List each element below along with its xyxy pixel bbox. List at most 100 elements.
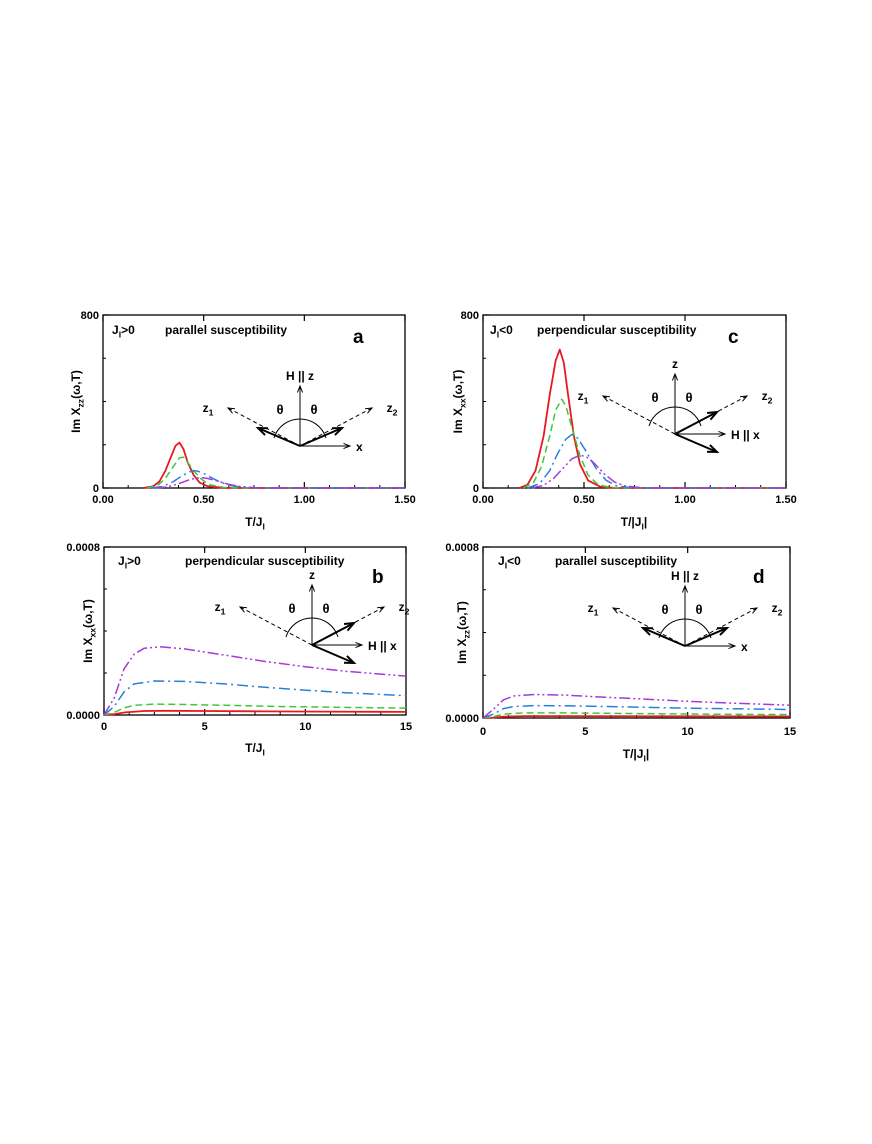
panel-a: 0.00 0.50 1.00 1.50 0 800 T/Jl Im Xzz(ω,T) Jl>0 p…: [69, 310, 416, 532]
spin-down-arrow-head: [343, 655, 357, 665]
diagram-c: z z1 z2 θ θ H || x: [578, 357, 773, 454]
z-axis-arrow: [681, 584, 689, 646]
spin-up-arrow-head: [343, 621, 357, 632]
diagram-z1-label: z1: [215, 600, 226, 617]
spin-right-arrow: [299, 426, 345, 447]
diagram-x-label: H || x: [368, 639, 397, 653]
series-line-1: [103, 709, 407, 716]
x-tick-label: 1.00: [294, 494, 315, 506]
y-axis-label: Im Xzz(ω,T): [455, 601, 472, 664]
series-line-3: [103, 680, 407, 716]
y-axis-label: Im Xzz(ω,T): [69, 370, 86, 433]
panel-title: parallel susceptibility: [555, 554, 677, 568]
z1-axis-arrow: [601, 395, 676, 435]
panel-title: perpendicular susceptibility: [185, 554, 345, 568]
plot-frame: [482, 546, 791, 719]
series-line-2: [147, 456, 405, 489]
theta-arc-right: [299, 418, 327, 439]
y-tick-label: 800: [461, 310, 479, 322]
spin-left-arrow-shaft: [257, 427, 301, 447]
z-axis-arrow-head: [681, 584, 689, 593]
spin-right-arrow-head: [716, 626, 730, 636]
z2-axis-arrow: [299, 407, 374, 447]
diagram-theta-left: θ: [276, 402, 283, 417]
y-tick-label: 0.0000: [66, 710, 100, 722]
spin-right-arrow: [684, 626, 730, 647]
z2-axis-arrow: [674, 395, 749, 435]
x-tick-label: 0: [480, 726, 486, 738]
x-tick-label: 0.00: [472, 494, 493, 506]
x-tick-label: 10: [299, 721, 311, 733]
spin-right-arrow-shaft: [684, 627, 728, 647]
plot-frame: [482, 314, 787, 489]
series-line-2: [103, 703, 407, 716]
spin-down-arrow-shaft: [311, 644, 355, 664]
spin-down-arrow: [311, 644, 357, 665]
diagram-theta-left: θ: [288, 601, 295, 616]
diagram-z1-label: z1: [588, 601, 599, 618]
spin-right-arrow-shaft: [299, 427, 343, 447]
series-line-3: [527, 433, 786, 489]
x-axis-label: T/Jl: [245, 741, 265, 758]
spin-left-arrow-head: [640, 626, 654, 636]
panel-letter: c: [728, 327, 739, 348]
z2-axis-arrow-head: [749, 607, 759, 614]
spin-up-arrow-shaft: [311, 622, 355, 646]
z-axis-arrow: [308, 583, 316, 645]
z1-axis-arrow: [238, 606, 313, 646]
panel-letter: b: [372, 567, 384, 588]
series-line-4: [531, 454, 786, 489]
panel-d: 0 5 10 15 0.0000 0.0008 T/|Jl| Im Xzz(ω,T) Jl<0 p…: [445, 542, 796, 764]
diagram-d: H || z z1 z2 θ θ x: [588, 569, 783, 654]
z-axis-arrow-head: [308, 583, 316, 592]
spin-left-arrow: [640, 626, 686, 647]
x-tick-label: 15: [400, 721, 412, 733]
spin-left-arrow-head: [255, 426, 269, 436]
z1-axis-arrow-head: [611, 607, 621, 614]
series-line-1: [519, 348, 786, 489]
x-tick-label: 0.50: [573, 494, 594, 506]
diagram-up-label: z: [309, 568, 315, 582]
theta-arc-right: [684, 618, 712, 639]
z-axis-arrow: [296, 384, 304, 446]
panel-c: 0.00 0.50 1.00 1.50 0 800 T/|Jl| Im Xxx(ω,T) Jl<…: [451, 310, 797, 532]
z1-axis-arrow: [226, 407, 301, 447]
diagram-theta-right: θ: [310, 402, 317, 417]
x-tick-label: 5: [582, 726, 588, 738]
diagram-up-label: z: [672, 357, 678, 371]
panel-title: perpendicular susceptibility: [537, 323, 697, 337]
series-line-3: [151, 469, 405, 489]
y-tick-label: 0.0008: [445, 542, 479, 554]
x-axis-arrow-head: [728, 642, 737, 650]
x-tick-label: 0.00: [92, 494, 113, 506]
diagram-up-label: H || z: [671, 569, 699, 583]
x-axis-arrow-head: [718, 430, 727, 438]
x-tick-label: 5: [202, 721, 208, 733]
x-tick-label: 1.00: [674, 494, 695, 506]
diagram-x-label: H || x: [731, 428, 760, 442]
diagram-theta-left: θ: [651, 390, 658, 405]
x-axis-label: T/|Jl|: [623, 747, 649, 764]
diagram-z1-label: z1: [578, 389, 589, 406]
z2-axis-arrow-head: [364, 407, 374, 414]
z1-axis-arrow-head: [226, 407, 236, 414]
theta-arc-left: [273, 418, 301, 439]
x-tick-label: 0: [101, 721, 107, 733]
diagram-theta-left: θ: [661, 602, 668, 617]
z2-axis-arrow-head: [739, 395, 749, 402]
diagram-x-label: x: [356, 440, 363, 454]
x-axis-arrow-head: [355, 641, 364, 649]
y-tick-label: 0: [93, 483, 99, 495]
diagram-x-label: x: [741, 640, 748, 654]
x-tick-label: 0.50: [193, 494, 214, 506]
y-tick-label: 0.0008: [66, 542, 100, 554]
z-axis-arrow-head: [296, 384, 304, 393]
z-axis-arrow-head: [671, 372, 679, 381]
series-line-1: [482, 715, 791, 719]
theta-arc-left: [285, 617, 313, 638]
diagram-z2-label: z2: [772, 601, 783, 618]
z1-axis-arrow-shaft: [239, 606, 313, 646]
theta-arc-right: [674, 406, 702, 427]
y-tick-label: 0.0000: [445, 713, 479, 725]
z2-axis-arrow-head: [376, 606, 386, 613]
